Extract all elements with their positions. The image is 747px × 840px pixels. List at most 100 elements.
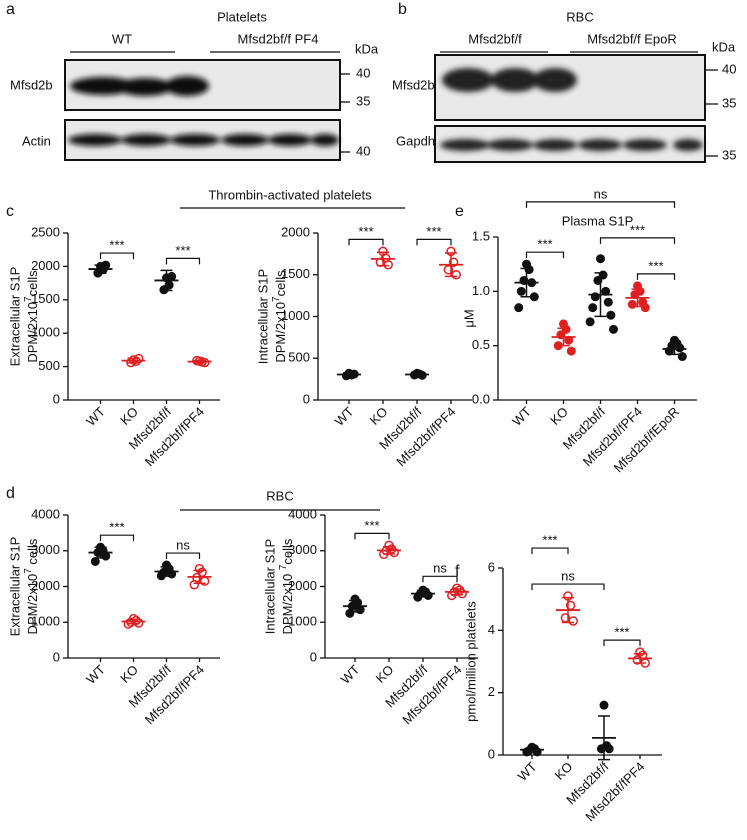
significance-bracket bbox=[165, 257, 201, 265]
x-tick-label: WT bbox=[83, 404, 108, 429]
blot-marker: 35 bbox=[356, 93, 370, 108]
significance-bracket bbox=[531, 583, 605, 591]
x-tick-label: KO bbox=[117, 404, 141, 428]
data-point bbox=[423, 590, 433, 600]
blot-unit: kDa bbox=[712, 39, 736, 54]
significance-bracket bbox=[525, 251, 565, 259]
y-tick-label: 1500 bbox=[281, 266, 310, 281]
unit-text: cells bbox=[25, 538, 40, 568]
significance-bracket bbox=[636, 273, 676, 280]
blot-marker: 40 bbox=[356, 65, 370, 80]
significance-label: *** bbox=[648, 258, 663, 273]
data-point bbox=[585, 317, 595, 327]
sd-bar bbox=[598, 715, 610, 761]
x-tick-label: WT bbox=[509, 404, 534, 429]
sd-bar bbox=[127, 618, 140, 625]
y-tick-label: 4000 bbox=[31, 506, 60, 521]
y-axis-label: Extracellular S1P bbox=[7, 267, 22, 367]
sd-bar bbox=[411, 372, 423, 377]
y-tick-label: 3000 bbox=[288, 542, 317, 557]
data-point bbox=[603, 297, 613, 307]
unit-text: DPM/2x10 bbox=[280, 570, 295, 634]
significance-bracket bbox=[531, 547, 569, 555]
significance-bracket bbox=[348, 238, 384, 246]
blot-row: Actin bbox=[22, 133, 51, 148]
sd-bar bbox=[631, 288, 644, 308]
sd-bar bbox=[94, 264, 107, 274]
panel-letter: f bbox=[455, 563, 460, 580]
blot-group: WT bbox=[112, 31, 132, 46]
y-tick-label: 0 bbox=[53, 391, 60, 406]
data-point bbox=[604, 744, 614, 754]
significance-label: ns bbox=[594, 186, 608, 201]
y-axis-label: Intracellular S1P bbox=[262, 539, 277, 634]
y-tick-label: 2000 bbox=[288, 578, 317, 593]
significance-label: *** bbox=[630, 222, 645, 237]
sd-bar bbox=[349, 599, 361, 613]
blot-group: Mfsd2bf/f EpoR bbox=[587, 31, 677, 46]
data-point bbox=[588, 303, 598, 313]
x-tick-label: KO bbox=[367, 404, 391, 428]
unit-text: DPM/2x10 bbox=[273, 302, 288, 363]
significance-bracket bbox=[603, 639, 641, 647]
y-tick-label: 1000 bbox=[281, 308, 310, 323]
data-point bbox=[448, 257, 459, 267]
x-tick-label: KO bbox=[373, 662, 397, 686]
data-point bbox=[167, 271, 177, 281]
y-tick-label: 2000 bbox=[31, 258, 60, 273]
superscript: 7 bbox=[23, 568, 34, 574]
panel-letter: b bbox=[398, 1, 407, 18]
superscript: 7 bbox=[23, 296, 34, 302]
group-label: Thrombin-activated platelets bbox=[208, 187, 372, 202]
y-tick-label: 4 bbox=[488, 622, 495, 637]
significance-label: ns bbox=[176, 537, 190, 552]
y-tick-label: 2 bbox=[488, 684, 495, 699]
sd-bar bbox=[377, 251, 389, 267]
significance-label: *** bbox=[364, 518, 379, 533]
y-axis-label: pmol/million platelets bbox=[463, 601, 478, 722]
data-point bbox=[640, 303, 650, 313]
y-tick-label: 4000 bbox=[288, 506, 317, 521]
blot-marker: 35 bbox=[722, 147, 736, 162]
y-tick-label: 1000 bbox=[31, 614, 60, 629]
blot-group: Mfsd2bf/f bbox=[468, 31, 522, 46]
data-point bbox=[451, 270, 461, 280]
sd-bar bbox=[160, 269, 173, 292]
x-tick-label: WT bbox=[332, 404, 357, 429]
blot-title: RBC bbox=[566, 9, 593, 24]
unit-text: DPM/2x10 bbox=[25, 574, 40, 635]
data-point bbox=[90, 556, 100, 566]
data-point bbox=[609, 324, 618, 334]
sd-bar bbox=[417, 589, 429, 598]
y-tick-label: 2500 bbox=[31, 224, 60, 239]
x-tick-label: Mfsd2bf/fEpoR bbox=[611, 404, 682, 475]
data-point bbox=[516, 286, 526, 296]
blot-bands bbox=[68, 76, 339, 146]
significance-bracket bbox=[422, 575, 458, 583]
sd-bar bbox=[445, 252, 457, 278]
x-tick-label: KO bbox=[117, 662, 141, 686]
significance-label: *** bbox=[426, 224, 441, 239]
y-axis-unit: DPM/2x107cells bbox=[271, 270, 288, 363]
group-label: RBC bbox=[266, 488, 293, 503]
blot-title: Platelets bbox=[217, 9, 267, 24]
unit-text: cells bbox=[280, 538, 295, 565]
blot-bands bbox=[440, 68, 703, 151]
y-tick-label: 500 bbox=[288, 350, 310, 365]
panel-letter: a bbox=[6, 1, 15, 18]
y-tick-label: 3000 bbox=[31, 542, 60, 557]
data-point bbox=[443, 264, 454, 275]
x-tick-label: WT bbox=[515, 759, 540, 784]
significance-label: ns bbox=[433, 561, 447, 576]
sd-bar bbox=[634, 652, 646, 664]
unit-text: cells bbox=[273, 270, 288, 297]
significance-bracket bbox=[525, 201, 676, 208]
x-tick-label: WT bbox=[83, 662, 108, 687]
y-axis-label: Intracellular S1P bbox=[255, 269, 270, 364]
sd-bar bbox=[526, 747, 538, 753]
y-tick-label: 0.5 bbox=[472, 337, 490, 352]
significance-label: ns bbox=[561, 568, 575, 583]
data-point bbox=[345, 608, 355, 618]
blot-row: Gapdh bbox=[396, 133, 435, 148]
